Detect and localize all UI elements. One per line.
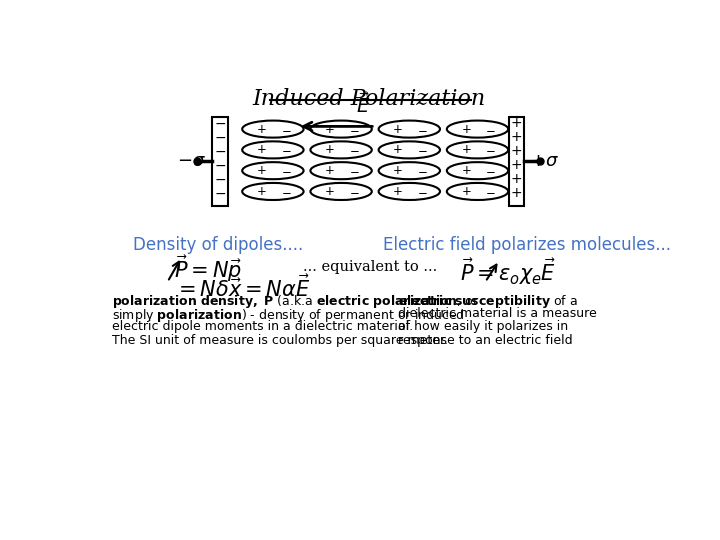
- Text: $-$: $-$: [349, 123, 359, 136]
- Text: $-$: $-$: [349, 164, 359, 177]
- Text: $+$: $+$: [392, 144, 403, 157]
- Text: $+$: $+$: [510, 116, 522, 130]
- Text: Electric field polarizes molecules...: Electric field polarizes molecules...: [383, 236, 671, 254]
- Ellipse shape: [379, 183, 440, 200]
- Text: Density of dipoles....: Density of dipoles....: [132, 236, 303, 254]
- Text: $-$: $-$: [281, 123, 292, 136]
- Text: electric dipole moments in a dielectric material.: electric dipole moments in a dielectric …: [112, 320, 413, 333]
- Text: $+$: $+$: [461, 164, 471, 177]
- Text: $+$: $+$: [256, 164, 266, 177]
- Text: $+$: $+$: [510, 130, 522, 144]
- Text: $+$: $+$: [510, 186, 522, 200]
- Text: $-$: $-$: [214, 130, 226, 144]
- Text: $+$: $+$: [324, 185, 335, 198]
- Text: $\vec{P} = N\vec{p}$: $\vec{P} = N\vec{p}$: [174, 253, 242, 284]
- Text: $\vec{P} = \epsilon_o \chi_e \vec{E}$: $\vec{P} = \epsilon_o \chi_e \vec{E}$: [461, 256, 557, 287]
- Text: $\mathbf{electric\ susceptibility}$ of a: $\mathbf{electric\ susceptibility}$ of a: [398, 293, 578, 310]
- Text: $+$: $+$: [392, 164, 403, 177]
- Text: $-$: $-$: [349, 144, 359, 157]
- Text: $-$: $-$: [281, 185, 292, 198]
- Text: $-$: $-$: [281, 144, 292, 157]
- Bar: [508, 117, 524, 206]
- Text: $+$: $+$: [256, 185, 266, 198]
- Text: $+$: $+$: [461, 185, 471, 198]
- Text: $+$: $+$: [324, 123, 335, 136]
- Ellipse shape: [310, 141, 372, 158]
- Ellipse shape: [447, 120, 508, 138]
- Ellipse shape: [379, 141, 440, 158]
- Text: ... equivalent to ...: ... equivalent to ...: [303, 260, 438, 274]
- Ellipse shape: [447, 141, 508, 158]
- Ellipse shape: [310, 183, 372, 200]
- Text: $-$: $-$: [417, 144, 428, 157]
- Ellipse shape: [379, 162, 440, 179]
- Text: $+$: $+$: [461, 144, 471, 157]
- Text: The SI unit of measure is coulombs per square meter.: The SI unit of measure is coulombs per s…: [112, 334, 448, 347]
- Text: $-$: $-$: [417, 164, 428, 177]
- Text: $-$: $-$: [214, 116, 226, 130]
- Ellipse shape: [242, 183, 304, 200]
- Ellipse shape: [242, 162, 304, 179]
- Ellipse shape: [447, 162, 508, 179]
- Text: $+$: $+$: [510, 144, 522, 158]
- Text: $\mathbf{polarization\ density,\ P}$ (a.k.a $\mathbf{electric\ polarization}$, o: $\mathbf{polarization\ density,\ P}$ (a.…: [112, 293, 480, 310]
- Ellipse shape: [310, 120, 372, 138]
- Text: $+$: $+$: [324, 164, 335, 177]
- Text: $-$: $-$: [214, 144, 226, 158]
- Text: $+$: $+$: [461, 123, 471, 136]
- Text: $\vec{E}$: $\vec{E}$: [356, 93, 370, 117]
- Text: $-$: $-$: [485, 185, 496, 198]
- Ellipse shape: [242, 120, 304, 138]
- Ellipse shape: [447, 183, 508, 200]
- Ellipse shape: [379, 120, 440, 138]
- Text: $+$: $+$: [510, 158, 522, 172]
- Text: $+$: $+$: [392, 123, 403, 136]
- Text: $-$: $-$: [214, 172, 226, 186]
- Text: $-$: $-$: [485, 123, 496, 136]
- Text: $+\sigma$: $+\sigma$: [530, 152, 559, 170]
- Ellipse shape: [242, 141, 304, 158]
- Text: $+$: $+$: [324, 144, 335, 157]
- Text: $-$: $-$: [485, 144, 496, 157]
- Bar: [212, 117, 228, 206]
- Text: $-$: $-$: [349, 185, 359, 198]
- Text: $-$: $-$: [281, 164, 292, 177]
- Text: $+$: $+$: [392, 185, 403, 198]
- Text: $+$: $+$: [256, 144, 266, 157]
- Text: $= N\delta\vec{x} = N\alpha\vec{E}$: $= N\delta\vec{x} = N\alpha\vec{E}$: [174, 274, 310, 301]
- Text: response to an electric field: response to an electric field: [398, 334, 573, 347]
- Text: dielectric material is a measure: dielectric material is a measure: [398, 307, 597, 320]
- Text: $-$: $-$: [417, 185, 428, 198]
- Text: $+$: $+$: [510, 172, 522, 186]
- Text: $-$: $-$: [417, 123, 428, 136]
- Text: $+$: $+$: [256, 123, 266, 136]
- Text: $-$: $-$: [214, 158, 226, 172]
- Text: $-$: $-$: [214, 186, 226, 200]
- Text: $-$: $-$: [485, 164, 496, 177]
- Text: Induced Polarization: Induced Polarization: [253, 88, 485, 110]
- Ellipse shape: [310, 162, 372, 179]
- Text: of how easily it polarizes in: of how easily it polarizes in: [398, 320, 569, 333]
- Text: $-\sigma$: $-\sigma$: [177, 152, 206, 170]
- Text: simply $\mathbf{polarization}$) - density of permanent or induced: simply $\mathbf{polarization}$) - densit…: [112, 307, 464, 323]
